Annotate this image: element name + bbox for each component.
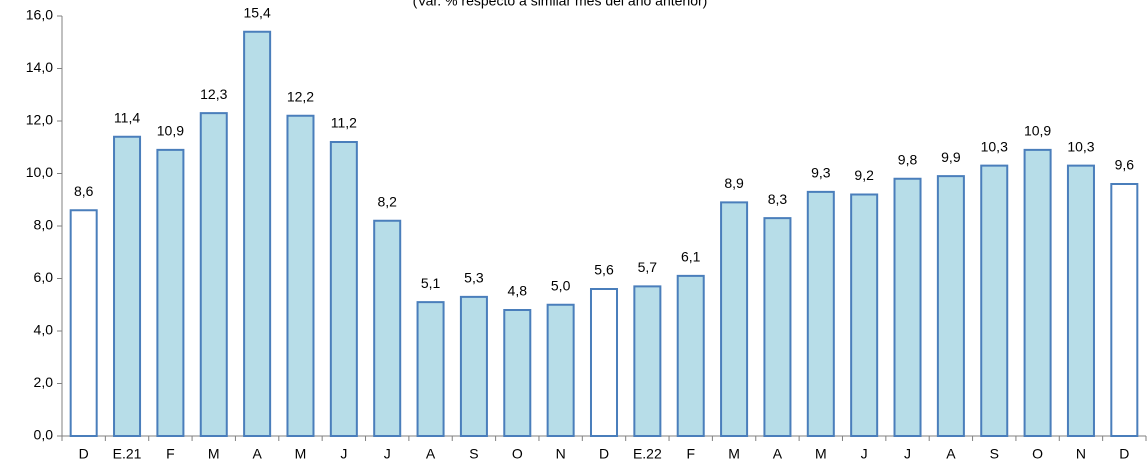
bar [546, 303, 575, 437]
bar [69, 209, 98, 437]
value-label: 5,3 [464, 270, 484, 286]
value-label: 8,2 [377, 193, 397, 209]
x-tick-label: O [512, 446, 523, 462]
value-label: 9,6 [1115, 157, 1135, 173]
bar [113, 135, 142, 437]
bar [806, 190, 835, 437]
x-tick-label: E.22 [633, 446, 662, 462]
y-tick-label: 0,0 [34, 427, 54, 443]
y-tick-label: 4,0 [34, 322, 54, 338]
x-tick-label: D [1119, 446, 1129, 462]
y-tick-label: 16,0 [26, 7, 53, 23]
value-label: 8,3 [768, 191, 788, 207]
bar [720, 201, 749, 437]
value-label: 6,1 [681, 249, 701, 265]
x-tick-label: S [469, 446, 478, 462]
x-tick-label: M [208, 446, 220, 462]
x-tick-label: A [946, 446, 956, 462]
bar [676, 274, 705, 437]
x-tick-label: O [1032, 446, 1043, 462]
bar [1110, 183, 1139, 437]
x-tick-label: S [990, 446, 999, 462]
bar [893, 177, 922, 437]
bar [243, 30, 272, 437]
x-tick-label: F [166, 446, 175, 462]
bar [1066, 164, 1095, 437]
x-tick-label: A [426, 446, 436, 462]
x-tick-label: D [79, 446, 89, 462]
bar [936, 175, 965, 437]
value-label: 10,3 [981, 138, 1008, 154]
bar [329, 141, 358, 437]
bar [589, 288, 619, 437]
chart-subtitle: (Var. % respecto a similar mes del año a… [413, 0, 708, 9]
y-tick-label: 12,0 [26, 112, 53, 128]
value-label: 10,3 [1067, 138, 1094, 154]
bar [199, 112, 228, 437]
x-tick-label: J [340, 446, 347, 462]
x-tick-label: M [295, 446, 307, 462]
value-label: 8,6 [74, 183, 94, 199]
value-label: 5,6 [594, 262, 614, 278]
x-tick-label: J [384, 446, 391, 462]
y-tick-label: 6,0 [34, 269, 54, 285]
value-label: 11,4 [114, 109, 140, 125]
y-tick-label: 8,0 [34, 217, 54, 233]
bar [503, 309, 532, 437]
x-tick-label: F [686, 446, 695, 462]
value-label: 5,0 [551, 277, 571, 293]
value-label: 15,4 [243, 4, 270, 20]
y-tick-label: 10,0 [26, 164, 53, 180]
value-label: 5,7 [638, 259, 658, 275]
bar [633, 285, 662, 437]
x-tick-label: D [599, 446, 609, 462]
x-tick-label: N [1076, 446, 1086, 462]
value-label: 12,2 [287, 88, 314, 104]
value-label: 9,9 [941, 149, 961, 165]
bar [286, 114, 315, 437]
bar [850, 193, 879, 437]
y-tick-label: 14,0 [26, 59, 53, 75]
x-tick-label: E.21 [113, 446, 142, 462]
bar [416, 301, 445, 437]
value-label: 9,8 [898, 151, 918, 167]
y-tick-label: 2,0 [34, 374, 54, 390]
bar [763, 217, 792, 437]
x-tick-label: J [861, 446, 868, 462]
value-label: 5,1 [421, 275, 441, 291]
x-tick-label: M [815, 446, 827, 462]
value-label: 11,2 [331, 115, 357, 131]
bar [1023, 148, 1052, 437]
value-label: 9,2 [854, 167, 874, 183]
bar [459, 295, 488, 437]
x-tick-label: A [252, 446, 262, 462]
value-label: 10,9 [1024, 123, 1051, 139]
x-tick-label: M [728, 446, 740, 462]
bar [373, 219, 402, 437]
value-label: 12,3 [200, 86, 227, 102]
x-tick-label: N [556, 446, 566, 462]
value-label: 9,3 [811, 165, 831, 181]
bar [980, 164, 1009, 437]
value-label: 10,9 [157, 123, 184, 139]
bar [156, 148, 185, 437]
value-label: 4,8 [508, 283, 528, 299]
x-tick-label: A [773, 446, 783, 462]
value-label: 8,9 [724, 175, 744, 191]
x-tick-label: J [904, 446, 911, 462]
